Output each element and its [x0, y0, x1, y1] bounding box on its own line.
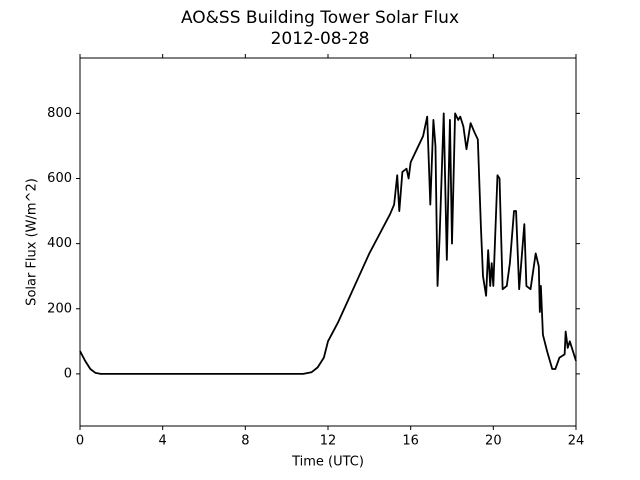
y-tick-label: 800: [47, 106, 72, 121]
x-tick-label: 8: [241, 434, 249, 449]
x-tick-label: 0: [76, 434, 84, 449]
x-tick-label: 24: [568, 434, 585, 449]
x-tick-label: 20: [485, 434, 502, 449]
y-tick-label: 400: [47, 236, 72, 251]
x-tick-label: 16: [402, 434, 419, 449]
plot-frame: [79, 57, 577, 427]
x-tick-label: 4: [159, 434, 167, 449]
y-tick-label: 0: [64, 366, 72, 381]
y-tick-label: 200: [47, 301, 72, 316]
x-axis-label: Time (UTC): [291, 455, 364, 470]
data-line: [79, 112, 577, 375]
x-tick-label: 12: [320, 434, 337, 449]
chart-subtitle: 2012-08-28: [271, 29, 370, 49]
chart-title: AO&SS Building Tower Solar Flux: [181, 8, 459, 28]
y-axis-label: Solar Flux (W/m^2): [25, 178, 40, 306]
y-tick-label: 600: [47, 171, 72, 186]
